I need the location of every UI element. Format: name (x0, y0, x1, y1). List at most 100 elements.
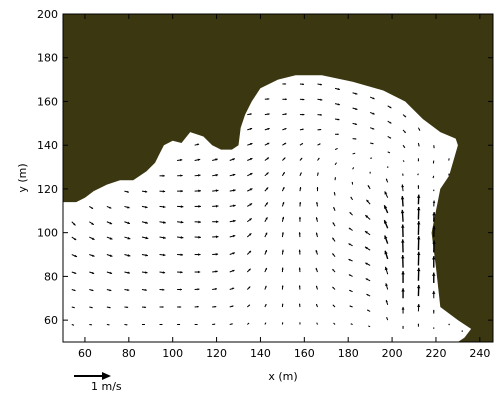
vector-head (384, 250, 388, 255)
velocity-vector (351, 181, 354, 185)
velocity-vector (332, 268, 336, 273)
vector-head (385, 178, 388, 181)
velocity-vector (229, 323, 233, 325)
velocity-vector (299, 113, 305, 116)
axis-ticks (63, 13, 493, 342)
vector-head (109, 254, 113, 257)
velocity-vector (141, 253, 148, 257)
vector-head (249, 113, 252, 116)
velocity-vector (367, 184, 371, 190)
vector-head (249, 203, 253, 206)
velocity-vector (282, 98, 287, 101)
velocity-vector (417, 173, 419, 176)
vector-head (315, 250, 318, 253)
velocity-vector (315, 232, 318, 238)
velocity-vector (124, 288, 130, 292)
velocity-vector (177, 220, 184, 224)
velocity-vector (299, 172, 302, 177)
x-axis-title: x (m) (268, 370, 297, 383)
velocity-vector (264, 98, 270, 101)
velocity-vector (315, 217, 318, 222)
vector-head (214, 288, 217, 291)
vector-head (433, 146, 435, 149)
velocity-vector (212, 253, 219, 256)
vector-head (349, 212, 352, 215)
vector-head (109, 271, 113, 275)
x-tick-label: 80 (122, 347, 136, 360)
vector-head (265, 232, 268, 235)
velocity-vector (89, 205, 94, 210)
velocity-vector (141, 221, 149, 224)
velocity-vector (334, 148, 338, 151)
vector-head (432, 290, 436, 294)
vector-head (249, 218, 252, 221)
vector-head (368, 325, 370, 327)
velocity-vector (384, 250, 389, 260)
velocity-vector (264, 322, 267, 325)
velocity-vector (348, 258, 353, 262)
vector-head (281, 232, 284, 235)
vector-head (402, 325, 404, 328)
vector-head (281, 285, 284, 288)
vector-head (335, 162, 337, 164)
vector-head (348, 243, 351, 246)
velocity-vector (350, 323, 353, 325)
vector-head (316, 187, 319, 189)
velocity-vector (384, 191, 389, 198)
velocity-vector (387, 120, 392, 124)
vector-head (74, 254, 77, 258)
velocity-vector (246, 268, 251, 273)
vector-head (72, 324, 74, 326)
vector-head (432, 272, 436, 276)
velocity-vector (177, 253, 184, 257)
x-tick-label: 240 (469, 347, 490, 360)
velocity-vector (264, 142, 270, 146)
y-tick-label: 60 (44, 314, 58, 327)
velocity-vector (432, 272, 436, 283)
velocity-vector (417, 142, 420, 147)
velocity-vector (124, 271, 131, 274)
velocity-vector (365, 262, 371, 266)
velocity-vector (124, 324, 128, 326)
velocity-vector (247, 188, 253, 192)
vector-head (384, 205, 388, 209)
velocity-vector (177, 288, 182, 291)
velocity-vector (402, 129, 407, 134)
vector-head (400, 196, 405, 200)
vector-dot (386, 166, 389, 168)
scale-arrow-head (102, 372, 111, 380)
velocity-vector (159, 174, 165, 177)
vector-head (91, 271, 95, 274)
velocity-vector (264, 157, 270, 161)
vector-head (366, 294, 369, 296)
velocity-vector (383, 219, 389, 229)
vector-head (127, 206, 130, 209)
vector-head (197, 143, 200, 146)
velocity-vector (332, 237, 336, 242)
velocity-vector (141, 288, 147, 292)
vector-head (401, 306, 405, 310)
velocity-vector (366, 309, 371, 312)
vector-head (233, 219, 236, 223)
velocity-vector (106, 236, 113, 240)
vector-head (232, 173, 236, 177)
velocity-vector (417, 323, 420, 327)
vector-head (232, 287, 235, 290)
velocity-vector (316, 187, 319, 192)
vector-head (180, 271, 183, 274)
vector-head (281, 249, 284, 252)
velocity-vector (401, 271, 405, 283)
vector-head (198, 253, 201, 256)
vector-head (298, 216, 301, 219)
vector-head (401, 255, 405, 259)
velocity-vector (194, 288, 200, 291)
velocity-vector (264, 187, 269, 192)
vector-head (332, 253, 335, 256)
vector-head (267, 113, 270, 116)
velocity-vector (177, 306, 182, 308)
axis-tick-labels: 60 80 100 120 140 160 180 200 220 240 60 80 100 120 14… (37, 8, 490, 360)
vector-head (299, 322, 301, 324)
velocity-vector (229, 287, 235, 290)
velocity-vector (194, 270, 201, 274)
vector-head (127, 236, 131, 240)
